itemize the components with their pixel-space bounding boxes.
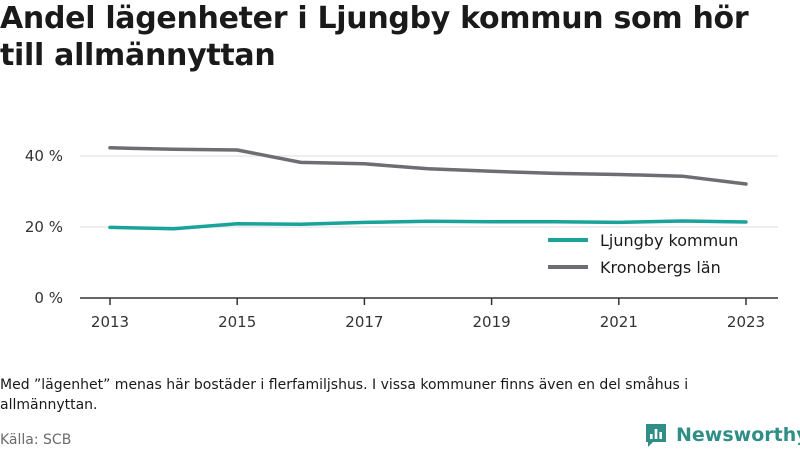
legend-background [538,231,750,251]
x-tick-label: 2019 [473,313,511,331]
brand-name: Newsworthy [676,424,800,446]
source-label: Källa: SCB [0,432,72,448]
x-tick-label: 2017 [345,313,383,331]
legend: Ljungby kommun Kronobergs län [538,231,750,278]
legend-label: Kronobergs län [600,258,721,277]
series-line [108,146,748,186]
footnote: Med ”lägenhet” menas här bostäder i fler… [0,377,689,413]
y-axis-ticks: 0 % 20 % 40 % [25,147,63,307]
x-tick-label: 2021 [600,313,638,331]
series-line [108,219,748,231]
x-tick-label: 2015 [218,313,256,331]
series-lines [108,146,748,231]
line-chart: 0 % 20 % 40 % 2013 2015 2017 2019 2021 2023 Lju… [25,146,778,331]
y-tick-label: 0 % [34,289,63,307]
x-tick-label: 2013 [91,313,129,331]
x-tick-label: 2023 [727,313,765,331]
legend-background [538,258,750,278]
newsworthy-logo-icon [646,424,666,447]
y-tick-label: 20 % [25,218,63,236]
chart-title: Andel lägenheter i Ljungby kommun som hö… [0,1,749,73]
y-tick-label: 40 % [25,147,63,165]
legend-label: Ljungby kommun [600,231,738,250]
gridlines [80,155,778,228]
brand-logo[interactable]: Newsworthy [644,420,800,450]
x-axis: 2013 2015 2017 2019 2021 2023 [80,297,778,331]
